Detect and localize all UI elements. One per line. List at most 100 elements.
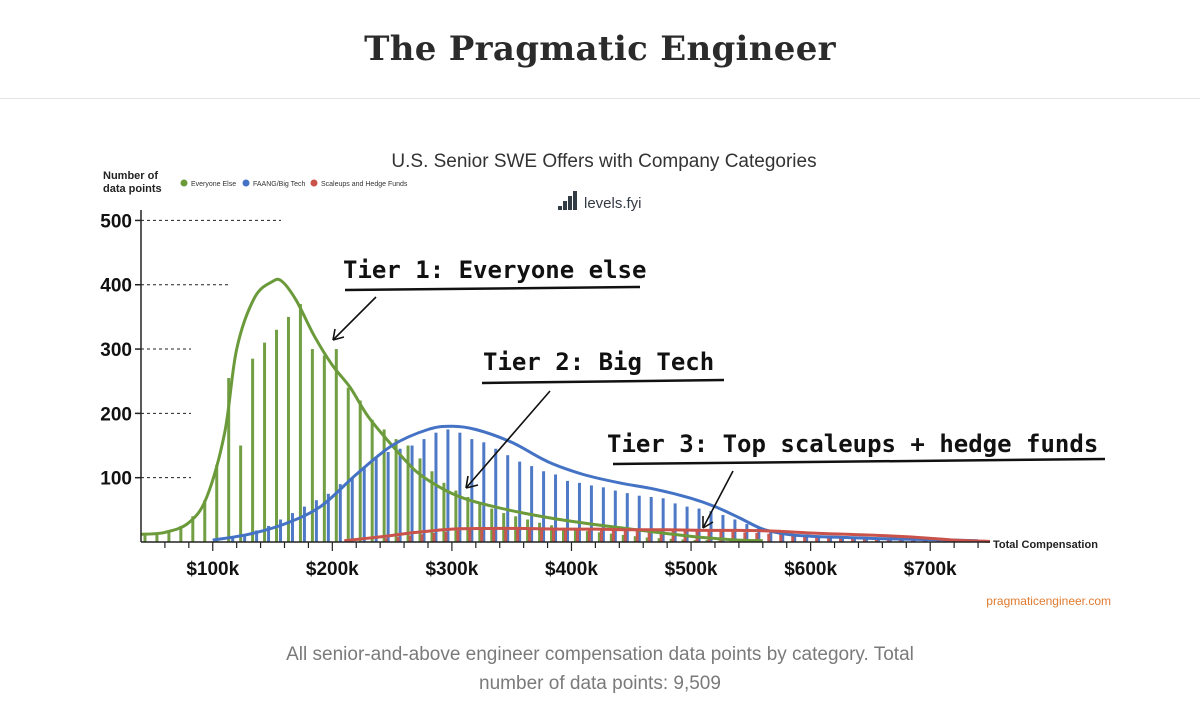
bar (540, 529, 544, 542)
legend-label-scaleups: Scaleups and Hedge Funds (321, 181, 408, 188)
bar (637, 495, 641, 542)
bar (215, 464, 219, 542)
bar (647, 530, 651, 542)
bar (302, 506, 306, 542)
bar (286, 316, 290, 542)
bar (841, 537, 845, 542)
bar (528, 528, 532, 542)
bar (279, 519, 283, 542)
bar (550, 525, 554, 542)
bar (566, 480, 569, 542)
caption-line-1: All senior-and-above engineer compensati… (286, 644, 914, 665)
bar (888, 539, 892, 542)
annotation-tier-3: Tier 3: Top scaleups + hedge funds (607, 430, 1098, 458)
legend-swatch-faang (242, 179, 250, 187)
bar (900, 539, 904, 542)
bar (542, 471, 546, 542)
bar (705, 540, 709, 542)
bar (231, 536, 235, 542)
bar (731, 531, 735, 542)
bar (719, 531, 723, 542)
y-tick-label: 200 (100, 404, 132, 425)
bar (444, 531, 448, 542)
annotation-tier-2: Tier 2: Big Tech (483, 348, 714, 376)
bar (384, 538, 388, 542)
bar (874, 538, 878, 542)
logo-text: levels.fyi (584, 195, 642, 212)
bar (442, 482, 446, 542)
bar (573, 529, 577, 542)
bar (564, 529, 567, 542)
bar (298, 304, 302, 542)
bar (793, 534, 797, 542)
bar (326, 493, 330, 542)
y-axis-label-line1: Number of (103, 170, 158, 182)
bar (817, 536, 821, 542)
bar (275, 329, 279, 542)
x-tick-label: $600k (784, 559, 837, 580)
bar (886, 539, 890, 542)
density-curve (344, 526, 991, 543)
bar (852, 538, 856, 542)
compensation-chart: U.S. Senior SWE Offers with Company Cate… (100, 151, 1111, 608)
bar (673, 503, 677, 542)
x-tick-label: $300k (425, 559, 478, 580)
bar (552, 529, 556, 542)
bar (912, 540, 916, 542)
bar (599, 529, 603, 542)
bar (338, 484, 342, 542)
bar (346, 387, 350, 542)
bar (767, 533, 771, 542)
bar (314, 500, 318, 542)
bar (625, 493, 629, 542)
watermark: pragmaticengineer.com (986, 594, 1111, 608)
bar (155, 534, 159, 542)
bar (526, 519, 530, 542)
bar (504, 528, 508, 542)
bar (681, 539, 685, 542)
legend-label-faang: FAANG/Big Tech (253, 181, 306, 188)
bar (310, 349, 314, 542)
bar (478, 503, 482, 542)
bar (456, 530, 460, 542)
bar (432, 532, 436, 542)
bar (468, 529, 472, 542)
bar (623, 530, 627, 542)
x-tick-label: $500k (665, 559, 718, 580)
bar (757, 527, 761, 542)
bar (290, 513, 294, 542)
bar (745, 523, 749, 542)
site-title[interactable]: The Pragmatic Engineer (364, 29, 836, 69)
logo-bar-2 (563, 201, 567, 210)
bar (864, 538, 868, 542)
bar (490, 508, 494, 542)
x-tick-label: $200k (306, 559, 359, 580)
bar (755, 532, 759, 542)
bar (530, 466, 534, 542)
bar (635, 530, 639, 542)
bar (334, 349, 338, 542)
bar (709, 511, 713, 542)
bar (769, 530, 773, 542)
bar (661, 498, 665, 542)
bar (382, 429, 386, 542)
bar (322, 355, 326, 542)
bar (538, 522, 542, 542)
bar (649, 496, 653, 542)
bar (669, 538, 673, 542)
annotation-arrow-tier-3 (702, 470, 734, 529)
bar (251, 358, 255, 542)
annotation-arrowhead-tier-2 (465, 475, 479, 489)
bar (805, 535, 809, 542)
levels-fyi-logo: levels.fyi (558, 191, 642, 212)
bar (659, 530, 663, 542)
bar (721, 514, 725, 542)
y-axis-label-line2: data points (103, 183, 162, 195)
bar (418, 458, 422, 542)
bar (267, 525, 271, 542)
bar (827, 536, 831, 542)
bar (492, 529, 496, 542)
bar (693, 540, 697, 542)
site-header: The Pragmatic Engineer (0, 0, 1200, 99)
bar (589, 485, 593, 542)
